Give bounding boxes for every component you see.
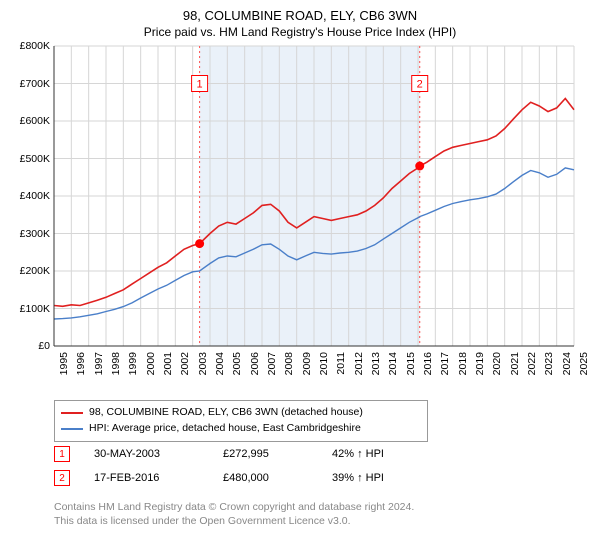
x-axis-tick-label: 2001 [162, 352, 174, 375]
x-axis-tick-label: 1998 [110, 352, 122, 375]
x-axis-tick-label: 1996 [75, 352, 87, 375]
x-axis-tick-label: 2005 [231, 352, 243, 375]
y-axis-tick-label: £500K [6, 153, 50, 165]
svg-text:1: 1 [197, 79, 203, 91]
x-axis-tick-label: 2021 [509, 352, 521, 375]
sale-price-2: £480,000 [223, 472, 308, 484]
legend-box: 98, COLUMBINE ROAD, ELY, CB6 3WN (detach… [54, 400, 428, 442]
x-axis-tick-label: 2020 [491, 352, 503, 375]
sale-marker-1: 1 [54, 446, 70, 462]
x-axis-tick-label: 2007 [266, 352, 278, 375]
x-axis-tick-label: 2009 [301, 352, 313, 375]
x-axis-tick-label: 1997 [93, 352, 105, 375]
x-axis-tick-label: 2025 [578, 352, 590, 375]
x-axis-tick-label: 2004 [214, 352, 226, 375]
x-axis-tick-label: 2014 [387, 352, 399, 375]
x-axis-tick-label: 2003 [197, 352, 209, 375]
x-axis-tick-label: 2000 [145, 352, 157, 375]
x-axis-tick-label: 2015 [405, 352, 417, 375]
x-axis-tick-label: 2024 [561, 352, 573, 375]
x-axis-tick-label: 2023 [543, 352, 555, 375]
sale-row-1: 1 30-MAY-2003 £272,995 42% ↑ HPI [54, 446, 422, 462]
x-axis-tick-label: 2006 [249, 352, 261, 375]
x-axis-tick-label: 2011 [335, 352, 347, 375]
x-axis-tick-label: 1995 [58, 352, 70, 375]
x-axis-tick-label: 2008 [283, 352, 295, 375]
y-axis-tick-label: £400K [6, 190, 50, 202]
chart-subtitle: Price paid vs. HM Land Registry's House … [0, 23, 600, 39]
x-axis-tick-label: 2017 [439, 352, 451, 375]
y-axis-tick-label: £200K [6, 265, 50, 277]
x-axis-tick-label: 2010 [318, 352, 330, 375]
chart-svg: 12 [54, 46, 574, 346]
sale-hpi-2: 39% ↑ HPI [332, 472, 422, 484]
legend-row-address: 98, COLUMBINE ROAD, ELY, CB6 3WN (detach… [61, 405, 421, 421]
x-axis-tick-label: 2018 [457, 352, 469, 375]
y-axis-tick-label: £100K [6, 303, 50, 315]
sale-date-1: 30-MAY-2003 [94, 448, 199, 460]
x-axis-tick-label: 2022 [526, 352, 538, 375]
y-axis-tick-label: £300K [6, 228, 50, 240]
y-axis-tick-label: £700K [6, 78, 50, 90]
y-axis-tick-label: £600K [6, 115, 50, 127]
sale-row-2: 2 17-FEB-2016 £480,000 39% ↑ HPI [54, 470, 422, 486]
x-axis-tick-label: 2016 [422, 352, 434, 375]
legend-label-address: 98, COLUMBINE ROAD, ELY, CB6 3WN (detach… [89, 405, 363, 421]
x-axis-tick-label: 2013 [370, 352, 382, 375]
footer-line-1: Contains HM Land Registry data © Crown c… [54, 500, 414, 514]
x-axis-tick-label: 2012 [353, 352, 365, 375]
svg-text:2: 2 [417, 79, 423, 91]
y-axis-tick-label: £800K [6, 40, 50, 52]
legend-swatch-address [61, 412, 83, 414]
legend-swatch-hpi [61, 428, 83, 430]
sale-date-2: 17-FEB-2016 [94, 472, 199, 484]
sale-hpi-1: 42% ↑ HPI [332, 448, 422, 460]
chart-plot-area: £0£100K£200K£300K£400K£500K£600K£700K£80… [54, 46, 574, 346]
legend-row-hpi: HPI: Average price, detached house, East… [61, 421, 421, 437]
x-axis-tick-label: 2002 [179, 352, 191, 375]
footer-attribution: Contains HM Land Registry data © Crown c… [54, 500, 414, 528]
legend-label-hpi: HPI: Average price, detached house, East… [89, 421, 361, 437]
sales-table: 1 30-MAY-2003 £272,995 42% ↑ HPI 2 17-FE… [54, 446, 422, 494]
y-axis-tick-label: £0 [6, 340, 50, 352]
x-axis-tick-label: 1999 [127, 352, 139, 375]
footer-line-2: This data is licensed under the Open Gov… [54, 514, 414, 528]
x-axis-tick-label: 2019 [474, 352, 486, 375]
sale-marker-2: 2 [54, 470, 70, 486]
sale-price-1: £272,995 [223, 448, 308, 460]
figure-root: 98, COLUMBINE ROAD, ELY, CB6 3WN Price p… [0, 0, 600, 560]
chart-title: 98, COLUMBINE ROAD, ELY, CB6 3WN [0, 0, 600, 23]
